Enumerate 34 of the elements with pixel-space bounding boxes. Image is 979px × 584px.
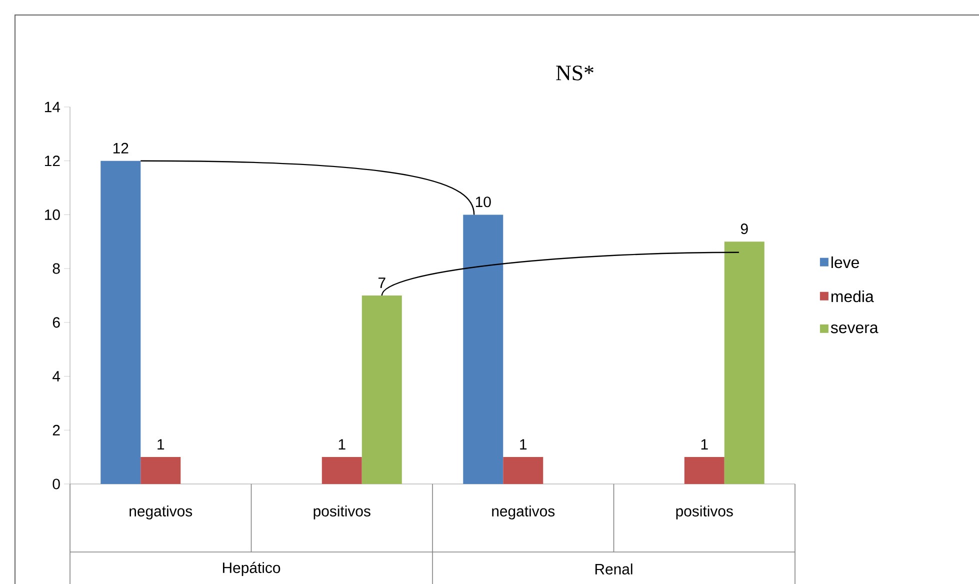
- bar: [322, 457, 362, 484]
- bar: [100, 160, 141, 484]
- bar: [362, 295, 402, 484]
- y-tick-label: 2: [52, 424, 60, 436]
- data-label: 1: [520, 439, 527, 450]
- chart-title: NS*: [556, 66, 594, 80]
- bar: [140, 457, 181, 484]
- data-label: 9: [740, 224, 748, 234]
- data-label: 7: [378, 278, 386, 288]
- x-tick-label: negativos: [492, 506, 555, 520]
- data-label: 1: [158, 439, 164, 450]
- data-label: 1: [338, 439, 346, 450]
- x-tick-label: positivos: [314, 506, 370, 520]
- x-tick-label: positivos: [676, 506, 733, 520]
- data-label: 10: [476, 196, 491, 208]
- legend-label: media: [832, 290, 874, 302]
- y-tick-label: 8: [52, 263, 60, 274]
- x-tick-label: negativos: [130, 506, 192, 520]
- bar: [724, 242, 764, 484]
- text: Renal: [595, 563, 632, 574]
- text: Hepático: [222, 562, 280, 576]
- data-label: 1: [701, 439, 708, 450]
- y-tick-label: 10: [45, 209, 60, 220]
- bar: [684, 457, 724, 484]
- bar: [463, 214, 504, 484]
- legend-label: leve: [832, 256, 859, 268]
- y-tick-label: 6: [52, 317, 60, 328]
- y-tick-label: 0: [52, 478, 60, 490]
- y-tick-label: 14: [45, 102, 60, 112]
- y-tick-label: 12: [45, 156, 60, 166]
- y-tick-label: 4: [52, 371, 60, 382]
- bar: [503, 457, 544, 484]
- data-label: 12: [113, 142, 128, 154]
- legend-label: severa: [830, 324, 878, 334]
